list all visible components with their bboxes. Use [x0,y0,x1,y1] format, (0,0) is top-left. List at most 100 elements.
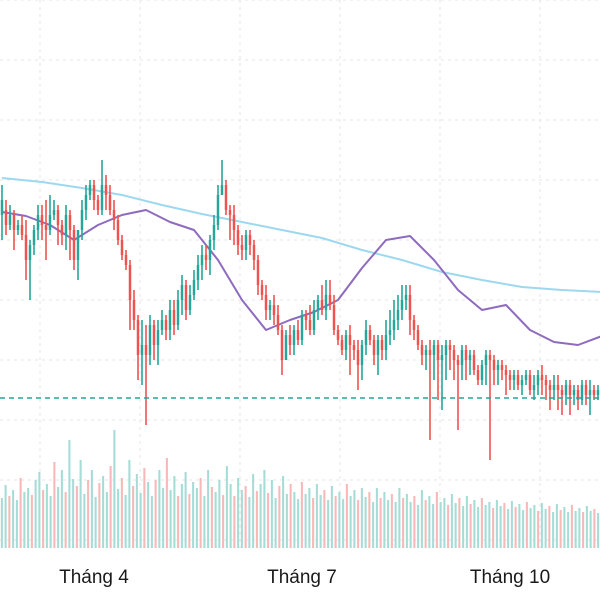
candle [400,285,404,320]
candle [72,225,76,270]
candle [264,285,268,320]
candle-body [88,185,92,195]
candle [356,340,360,390]
candle-body [592,390,596,395]
candle [160,310,164,335]
candle [508,370,512,390]
candle-body [428,350,432,355]
candle [140,320,144,385]
candle-body [440,355,444,360]
candle [420,340,424,365]
candle-body [104,185,108,195]
candle [220,160,224,195]
candle [104,175,108,210]
candle-body [268,305,272,310]
candle [4,200,8,235]
candle [328,280,332,310]
candle [164,315,168,340]
candle-body [84,195,88,210]
candle-body [452,350,456,360]
candle [364,320,368,355]
candle-body [192,280,196,295]
candle-body [376,340,380,355]
candle-body [36,215,40,230]
candle [504,365,508,395]
candle-body [184,285,188,310]
candle [296,320,300,345]
candle [128,260,132,330]
candle [520,375,524,395]
candle-body [556,385,560,390]
candle [252,240,256,270]
candle [352,340,356,360]
candle [300,310,304,345]
candle-body [448,345,452,350]
candle [188,285,192,315]
candle [312,300,316,335]
candle [236,225,240,255]
candle [92,180,96,210]
candle-body [384,335,388,350]
candle-body [504,370,508,375]
candle-body [96,200,100,210]
candle-body [408,295,412,320]
candle-body [568,385,572,395]
candle [20,215,24,240]
candle-body [20,225,24,235]
candle-body [312,310,316,330]
candle-body [336,330,340,340]
candle [340,335,344,355]
candle-body [308,320,312,330]
candle-body [136,320,140,355]
candle [88,180,92,200]
candle [380,335,384,360]
candle-body [328,295,332,305]
candle-body [68,215,72,230]
candle [116,215,120,245]
candle-body [548,385,552,390]
candle-body [496,365,500,370]
candle [32,225,36,255]
candle [368,325,372,345]
candle [168,300,172,340]
candle [396,295,400,330]
candle-body [248,235,252,245]
candle [572,385,576,405]
candle-body [356,350,360,365]
candle-body [212,225,216,240]
candle-body [368,330,372,340]
candle-body [372,340,376,355]
candle [28,240,32,300]
candle-body [596,390,600,395]
candle [52,200,56,220]
candle [256,255,260,295]
candle [276,305,280,335]
candle [496,360,500,385]
candle-body [332,305,336,330]
candle-body [44,225,48,230]
candle [272,295,276,325]
candle-body [512,375,516,380]
candle-body [484,355,488,365]
candle [408,285,412,335]
candle [580,380,584,405]
candle-body [28,245,32,260]
candle-body [396,310,400,320]
candle-body [216,195,220,225]
candle-body [232,215,236,230]
candle [156,320,160,365]
candle-body [476,370,480,380]
candle [412,315,416,340]
candle-body [120,240,124,255]
grid [0,0,600,548]
candle-body [8,215,12,225]
x-axis: Tháng 4 Tháng 7 Tháng 10 [59,567,550,588]
candle-body [48,215,52,230]
candle [204,245,208,270]
candle-body [324,295,328,310]
candle-body [240,245,244,250]
candle-body [300,315,304,340]
candle [440,345,444,410]
candle-body [400,300,404,310]
